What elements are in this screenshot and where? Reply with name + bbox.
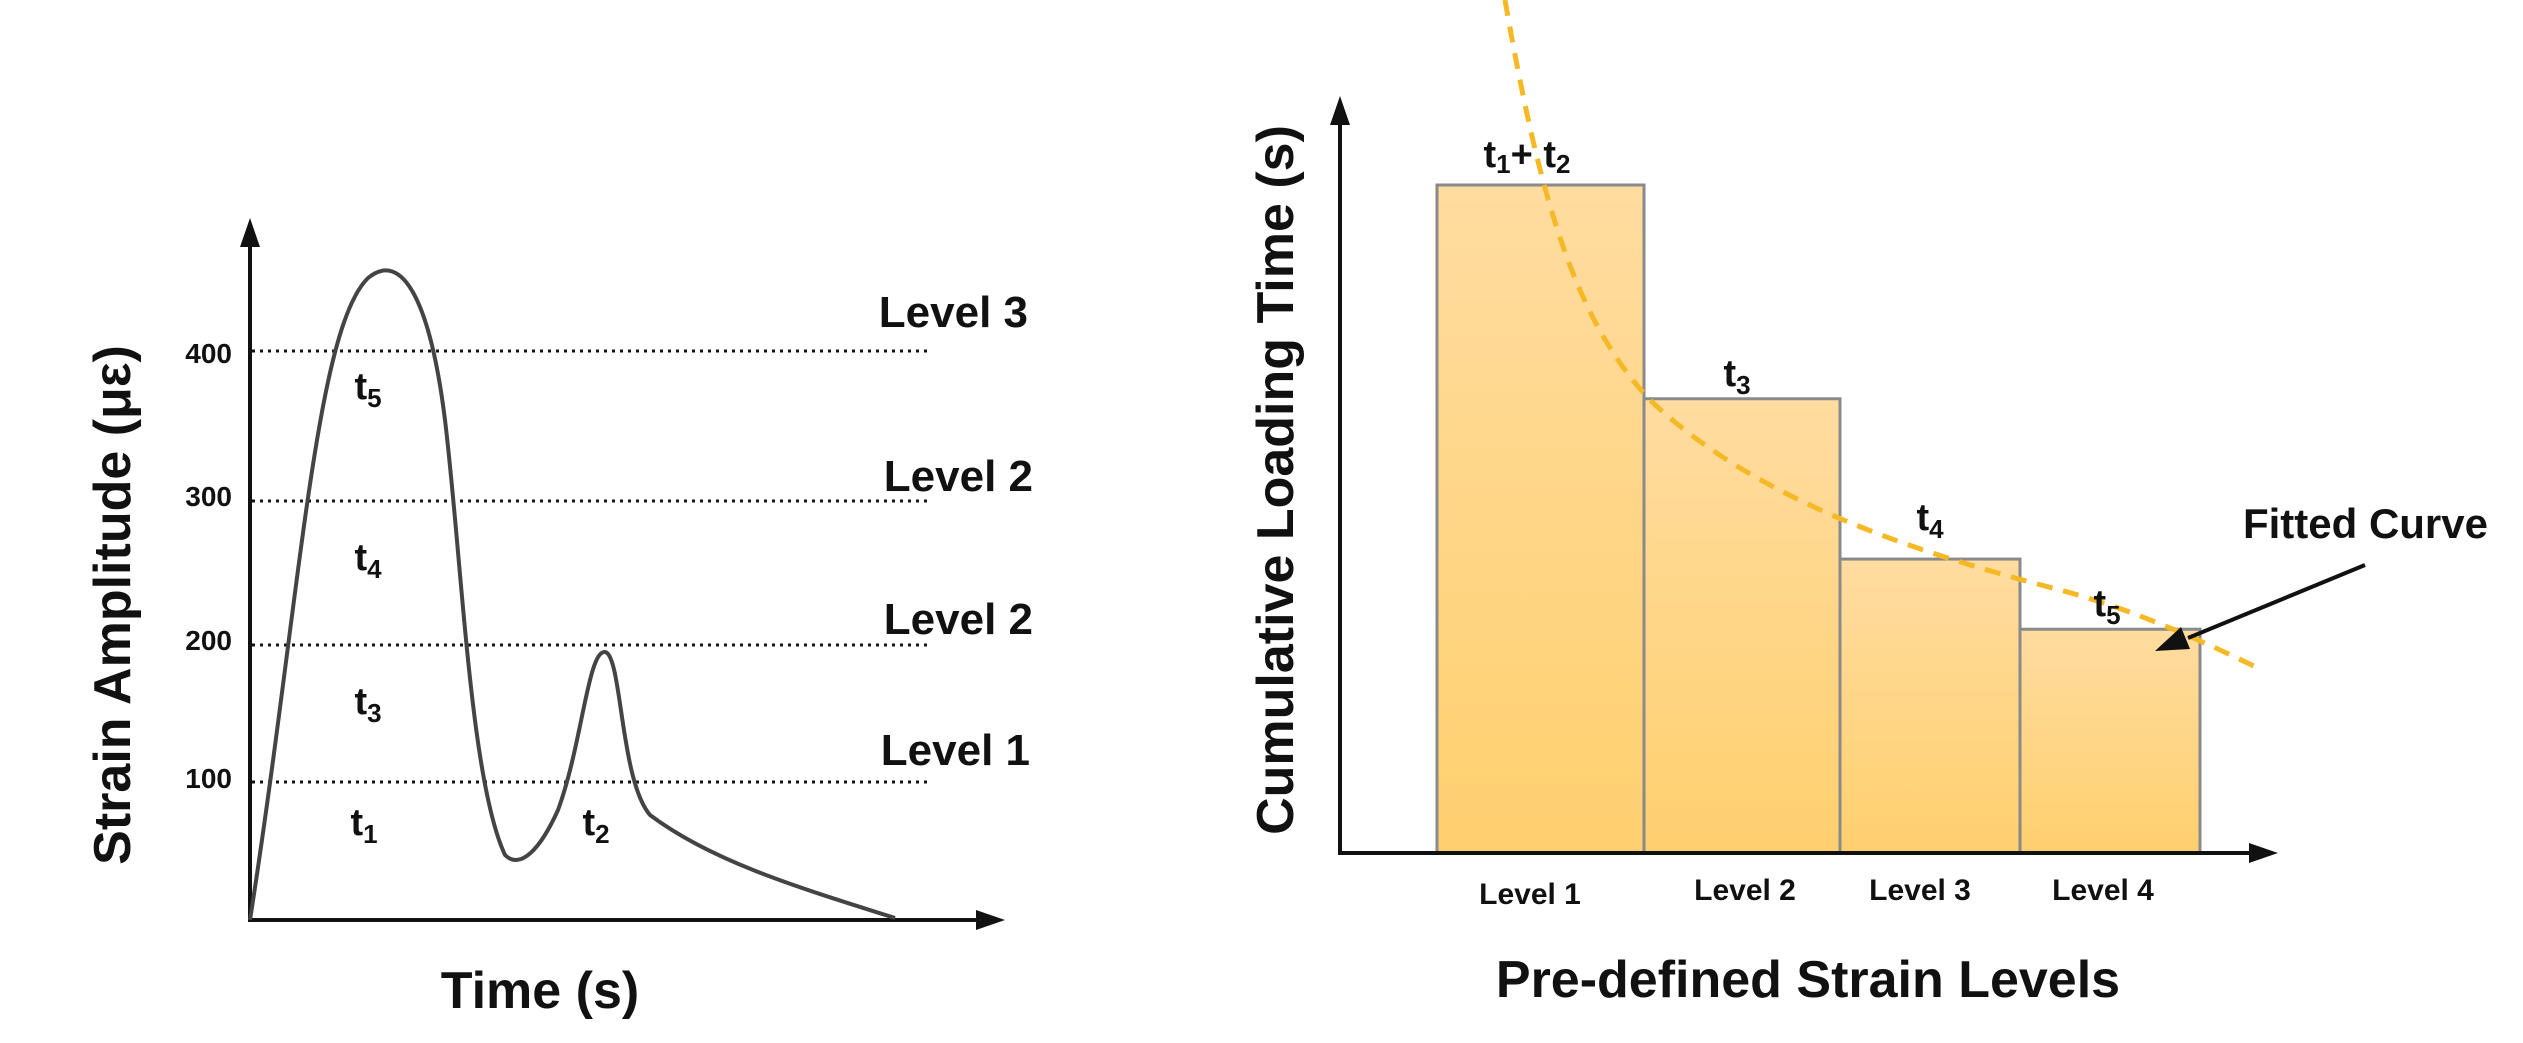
- bar-label-t5: t5: [2093, 583, 2120, 630]
- bar-label-t3: t3: [1723, 353, 1750, 400]
- category-level-2: Level 2: [1694, 874, 1796, 907]
- y-tick-200: 200: [185, 625, 232, 656]
- y-tick-100: 100: [185, 763, 232, 794]
- bar-label-t1-t2: t1+ t2: [1484, 134, 1571, 179]
- bar-level-3: [1838, 557, 2022, 855]
- bar-level-2: [1642, 397, 1842, 855]
- strain-time-plot: 100 200 300 400 Level 1 Level 2 Level 2 …: [84, 218, 1033, 1020]
- strain-signal-curve: [248, 268, 896, 921]
- t4-label: t4: [354, 537, 382, 584]
- t2-label: t2: [582, 802, 609, 849]
- left-y-axis-title: Strain Amplitude (με): [84, 345, 142, 865]
- right-y-axis-title: Cumulative Loading Time (s): [1247, 125, 1305, 835]
- category-level-1: Level 1: [1479, 878, 1581, 911]
- left-x-axis-arrow-icon: [976, 910, 1005, 930]
- left-x-axis-title: Time (s): [441, 962, 639, 1020]
- cumulative-time-chart: t1+ t2 t3 t4 t5 Level 1 Level 2 Level 3 …: [1247, 0, 2488, 1009]
- right-x-axis-title: Pre-defined Strain Levels: [1496, 951, 2120, 1009]
- right-y-axis-arrow-icon: [1330, 96, 1350, 125]
- threshold-label-level1: Level 1: [881, 726, 1030, 775]
- callout-arrow-head-icon: [2155, 627, 2190, 651]
- category-level-3: Level 3: [1869, 874, 1971, 907]
- fitted-curve: [1502, 0, 2260, 671]
- right-x-axis-arrow-icon: [2249, 843, 2278, 863]
- bar-label-t4: t4: [1916, 497, 1944, 544]
- threshold-label-level2-upper: Level 2: [884, 452, 1033, 501]
- callout-arrow-line: [2187, 563, 2366, 640]
- y-tick-400: 400: [185, 338, 232, 369]
- threshold-label-level2-lower: Level 2: [884, 595, 1033, 644]
- bar-level-4: [2018, 627, 2202, 855]
- t3-label: t3: [354, 681, 381, 728]
- category-level-4: Level 4: [2052, 874, 2154, 907]
- fitted-curve-callout: Fitted Curve: [2243, 500, 2488, 547]
- t1-label: t1: [350, 802, 377, 849]
- left-y-axis-arrow-icon: [240, 218, 260, 247]
- bar-level-1: [1435, 183, 1646, 855]
- y-tick-300: 300: [185, 481, 232, 512]
- threshold-label-level3: Level 3: [879, 288, 1028, 337]
- t5-label: t5: [354, 366, 381, 413]
